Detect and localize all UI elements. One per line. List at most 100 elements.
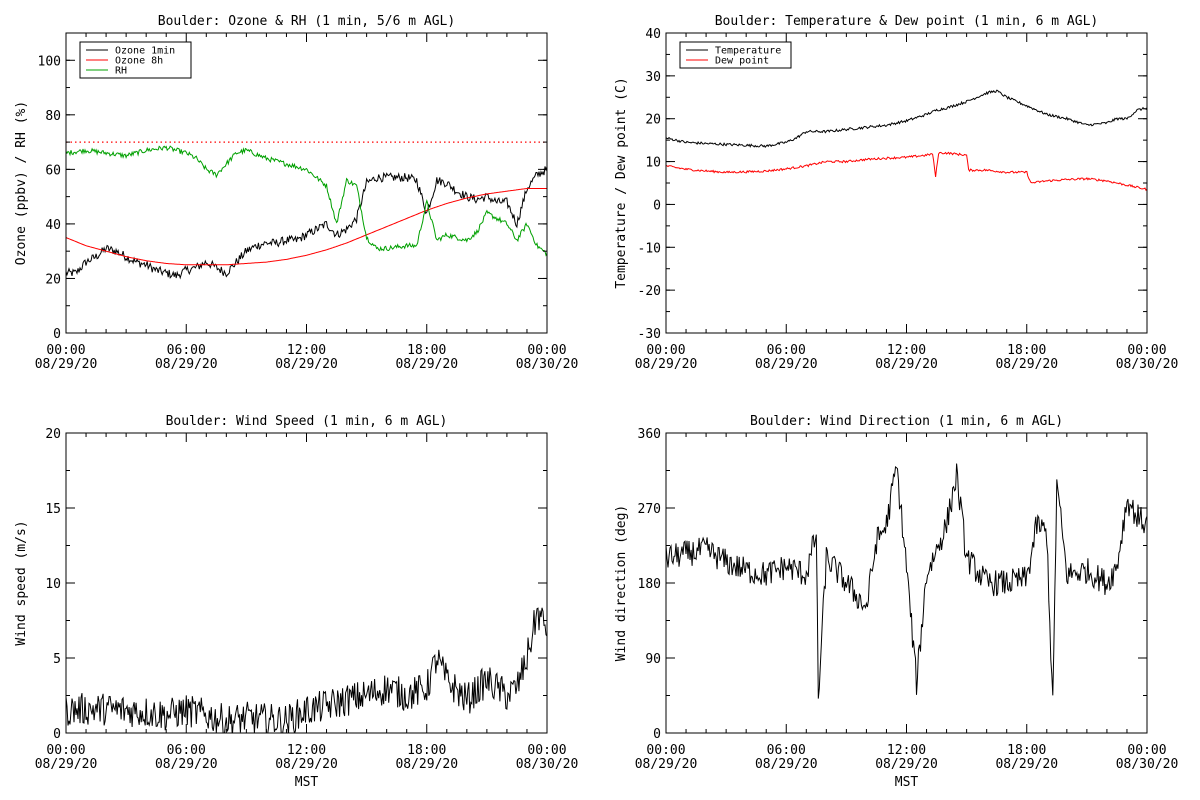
x-tick-date-label: 08/30/20 xyxy=(1116,757,1179,772)
y-tick-label: 360 xyxy=(638,427,661,442)
y-tick-label: 40 xyxy=(645,27,661,42)
chart-panel-1: Boulder: Ozone & RH (1 min, 5/6 m AGL) 0 2… xyxy=(14,14,578,372)
series-line-1 xyxy=(66,166,547,280)
x-tick-time-label: 00:00 xyxy=(646,743,685,758)
y-tick-label: 90 xyxy=(645,652,661,667)
x-tick-time-label: 00:00 xyxy=(46,743,85,758)
y-tick-label: -10 xyxy=(638,241,661,256)
x-axis-label: MST xyxy=(895,775,919,790)
x-tick-date-label: 08/29/20 xyxy=(275,357,338,372)
x-tick-date-label: 08/30/20 xyxy=(516,357,579,372)
y-tick-label: -30 xyxy=(638,327,661,342)
x-tick-date-label: 08/29/20 xyxy=(635,757,698,772)
plot-frame xyxy=(665,432,1148,734)
x-tick-date-label: 08/29/20 xyxy=(875,357,938,372)
chart-title: Boulder: Temperature & Dew point (1 min,… xyxy=(715,14,1099,29)
x-tick-time-label: 00:00 xyxy=(527,743,566,758)
x-tick-date-label: 08/29/20 xyxy=(755,757,818,772)
series-line-2 xyxy=(666,151,1147,192)
x-tick-date-label: 08/29/20 xyxy=(155,757,218,772)
y-axis-label: Wind speed (m/s) xyxy=(14,520,29,645)
x-tick-time-label: 00:00 xyxy=(646,343,685,358)
x-tick-date-label: 08/29/20 xyxy=(395,357,458,372)
series-line-1 xyxy=(66,607,547,733)
x-tick-time-label: 12:00 xyxy=(887,343,926,358)
x-tick-time-label: 06:00 xyxy=(767,343,806,358)
x-tick-time-label: 18:00 xyxy=(1007,743,1046,758)
x-tick-time-label: 00:00 xyxy=(46,343,85,358)
y-tick-label: 80 xyxy=(45,109,61,124)
x-tick-time-label: 00:00 xyxy=(527,343,566,358)
x-tick-date-label: 08/29/20 xyxy=(35,357,98,372)
x-tick-date-label: 08/30/20 xyxy=(516,757,579,772)
y-tick-label: 180 xyxy=(638,577,661,592)
x-tick-date-label: 08/29/20 xyxy=(755,357,818,372)
y-axis-label: Ozone (ppbv) / RH (%) xyxy=(14,101,29,265)
series-line-3 xyxy=(66,145,547,257)
y-axis-label: Wind direction (deg) xyxy=(614,505,629,662)
x-tick-time-label: 18:00 xyxy=(407,343,446,358)
y-tick-label: 20 xyxy=(45,427,61,442)
y-tick-label: 0 xyxy=(53,327,61,342)
y-tick-label: 10 xyxy=(45,577,61,592)
y-tick-label: 100 xyxy=(38,54,61,69)
x-tick-date-label: 08/29/20 xyxy=(995,357,1058,372)
x-tick-date-label: 08/29/20 xyxy=(275,757,338,772)
chart-panel-3: Boulder: Wind Speed (1 min, 6 m AGL) 0 5 10… xyxy=(14,414,578,790)
x-tick-time-label: 00:00 xyxy=(1127,743,1166,758)
y-tick-label: 0 xyxy=(653,198,661,213)
y-tick-label: 0 xyxy=(653,727,661,742)
legend-label: Temperature xyxy=(715,46,781,57)
chart-title: Boulder: Wind Speed (1 min, 6 m AGL) xyxy=(166,414,448,429)
legend-label: Ozone 8h xyxy=(115,56,163,67)
x-tick-time-label: 06:00 xyxy=(767,743,806,758)
x-tick-time-label: 12:00 xyxy=(887,743,926,758)
x-tick-time-label: 00:00 xyxy=(1127,343,1166,358)
series-line-1 xyxy=(666,89,1147,149)
y-tick-label: 0 xyxy=(53,727,61,742)
x-tick-time-label: 12:00 xyxy=(287,743,326,758)
legend-label: Ozone 1min xyxy=(115,46,175,57)
x-tick-time-label: 18:00 xyxy=(1007,343,1046,358)
x-tick-date-label: 08/29/20 xyxy=(635,357,698,372)
x-tick-time-label: 18:00 xyxy=(407,743,446,758)
series-group xyxy=(666,463,1147,699)
chart-panel-4: Boulder: Wind Direction (1 min, 6 m AGL)… xyxy=(614,414,1178,790)
x-tick-date-label: 08/29/20 xyxy=(875,757,938,772)
chart-panel-2: Boulder: Temperature & Dew point (1 min,… xyxy=(614,14,1178,372)
y-tick-label: 270 xyxy=(638,502,661,517)
y-tick-label: 10 xyxy=(645,156,661,171)
series-group xyxy=(66,145,547,280)
x-tick-date-label: 08/29/20 xyxy=(35,757,98,772)
y-tick-label: 5 xyxy=(53,652,61,667)
series-line-1 xyxy=(666,463,1147,699)
y-axis-label: Temperature / Dew point (C) xyxy=(614,77,629,288)
legend-label: Dew point xyxy=(715,56,769,67)
x-tick-time-label: 12:00 xyxy=(287,343,326,358)
x-tick-date-label: 08/30/20 xyxy=(1116,357,1179,372)
x-tick-time-label: 06:00 xyxy=(167,743,206,758)
plot-frame xyxy=(665,32,1148,334)
y-tick-label: 30 xyxy=(645,70,661,85)
chart-title: Boulder: Wind Direction (1 min, 6 m AGL) xyxy=(750,414,1063,429)
y-tick-label: 20 xyxy=(45,272,61,287)
series-group xyxy=(666,89,1147,192)
x-axis-label: MST xyxy=(295,775,319,790)
legend-label: RH xyxy=(115,66,127,77)
y-tick-label: -20 xyxy=(638,284,661,299)
x-tick-date-label: 08/29/20 xyxy=(395,757,458,772)
series-line-2 xyxy=(66,188,547,266)
legend-box xyxy=(679,41,792,69)
y-tick-label: 15 xyxy=(45,502,61,517)
y-tick-label: 40 xyxy=(45,218,61,233)
x-tick-time-label: 06:00 xyxy=(167,343,206,358)
series-group xyxy=(66,607,547,733)
y-tick-label: 60 xyxy=(45,163,61,178)
chart-title: Boulder: Ozone & RH (1 min, 5/6 m AGL) xyxy=(158,14,455,29)
y-tick-label: 20 xyxy=(645,113,661,128)
x-tick-date-label: 08/29/20 xyxy=(995,757,1058,772)
x-tick-date-label: 08/29/20 xyxy=(155,357,218,372)
